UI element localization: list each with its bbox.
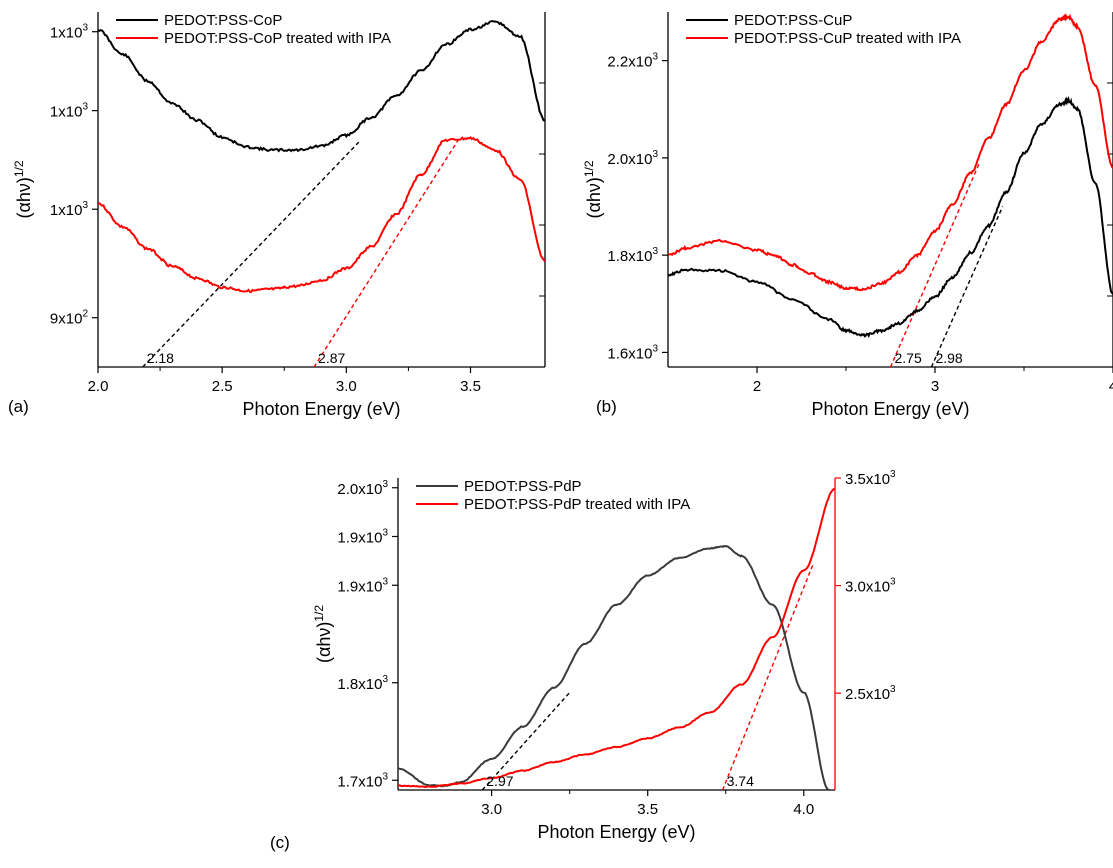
legend-label: PEDOT:PSS-PdP treated with IPA — [464, 496, 690, 513]
chart-panel-3: 3.0 3.5 4.0 1.7x103 1.8x103 1.9x103 2.0x103 1.9… — [270, 469, 896, 852]
y-tick-label: 1.8x103 — [337, 674, 388, 693]
intercept-label: 2.98 — [935, 350, 962, 366]
tangent-line — [142, 141, 360, 367]
y-ticks: 1.6x103 1.8x103 2.0x103 2.2x103 — [607, 52, 668, 362]
x-tick-label: 3.5 — [460, 378, 481, 395]
y-axis-label: (αhν)1/2 — [312, 605, 334, 663]
intercept-label: 2.97 — [486, 773, 513, 789]
legend-label: PEDOT:PSS-CoP treated with IPA — [164, 30, 391, 47]
series-line-1 — [98, 19, 545, 153]
series-line-2 — [98, 136, 545, 294]
tangent-line — [481, 692, 571, 790]
plot-area — [668, 12, 1113, 367]
x-axis-label: Photon Energy (eV) — [537, 822, 695, 842]
intercept-label: 2.18 — [147, 350, 174, 366]
y-tick-label: 2.0x103 — [337, 479, 388, 498]
tangent-line — [313, 139, 459, 367]
legend-label: PEDOT:PSS-CoP — [164, 12, 282, 29]
x-ticks: 3.0 3.5 4.0 — [481, 790, 814, 818]
x-ticks: 2.0 2.5 3.0 3.5 — [88, 367, 481, 395]
right-y-tick-label: 3.5x103 — [845, 469, 896, 488]
x-axis-label: Photon Energy (eV) — [811, 399, 969, 419]
intercept-label: 2.75 — [895, 350, 922, 366]
y-tick-label: 1x103 — [50, 23, 89, 42]
chart-panel-1: 2.0 2.5 3.0 3.5 9x102 1x103 1x103 1x103 Photon E… — [8, 12, 546, 419]
x-tick-label: 2.0 — [88, 378, 109, 395]
panel-label: (b) — [596, 397, 617, 416]
y-tick-label: 9x102 — [50, 309, 89, 328]
axes-frame — [97, 12, 546, 368]
y-tick-label: 2.0x103 — [607, 149, 658, 168]
chart-panel-2: 2 3 4 1.6x103 1.8x103 2.0x103 2.2x103 Photon En… — [582, 12, 1113, 419]
x-tick-label: 3.0 — [481, 801, 502, 818]
legend-label: PEDOT:PSS-PdP — [464, 478, 582, 495]
x-tick-label: 3.0 — [336, 378, 357, 395]
y-tick-label: 1.9x103 — [337, 576, 388, 595]
right-y-ticks: 2.5x103 3.0x103 3.5x103 — [835, 469, 896, 703]
intercept-label: 2.87 — [318, 350, 345, 366]
x-tick-label: 2.5 — [212, 378, 233, 395]
y-tick-label: 1.7x103 — [337, 771, 388, 790]
tangent-line — [721, 563, 814, 790]
plot-area — [98, 19, 545, 367]
intercept-label: 3.74 — [727, 773, 754, 789]
right-y-tick-label: 2.5x103 — [845, 684, 896, 703]
panel-label: (a) — [8, 397, 29, 416]
y-tick-label: 2.2x103 — [607, 52, 658, 71]
x-tick-label: 3 — [931, 378, 939, 395]
series-line-1 — [398, 544, 830, 790]
tangent-line — [930, 206, 1004, 367]
x-tick-label: 3.5 — [637, 801, 658, 818]
y-axis-label: (αhν)1/2 — [582, 160, 604, 218]
x-tick-label: 2 — [753, 378, 761, 395]
y-tick-label: 1.8x103 — [607, 246, 658, 265]
legend-label: PEDOT:PSS-CuP — [734, 12, 852, 29]
y-ticks: 9x102 1x103 1x103 1x103 — [50, 23, 98, 328]
axes-frame — [397, 478, 836, 791]
y-ticks: 1.7x103 1.8x103 1.9x103 2.0x103 1.9x103 — [337, 479, 398, 790]
panel-label: (c) — [270, 833, 290, 852]
series-line-2 — [398, 487, 835, 789]
x-tick-label: 4.0 — [793, 801, 814, 818]
tangent-line — [889, 162, 981, 367]
right-y-tick-label: 3.0x103 — [845, 577, 896, 596]
series-line-2 — [668, 12, 1113, 292]
legend-label: PEDOT:PSS-CuP treated with IPA — [734, 30, 961, 47]
series-line-1 — [668, 95, 1113, 338]
y-tick-label: 1x103 — [50, 200, 89, 219]
axes-frame — [667, 12, 1113, 368]
x-axis-label: Photon Energy (eV) — [242, 399, 400, 419]
x-tick-label: 4 — [1109, 378, 1113, 395]
y-axis-label: (αhν)1/2 — [12, 160, 34, 218]
y-tick-label: 1x103 — [50, 102, 89, 121]
y-tick-label: 1.6x103 — [607, 343, 658, 362]
y-tick-label: 1.9x103 — [337, 528, 388, 547]
x-ticks: 2 3 4 — [753, 367, 1113, 395]
plot-area — [398, 487, 835, 790]
